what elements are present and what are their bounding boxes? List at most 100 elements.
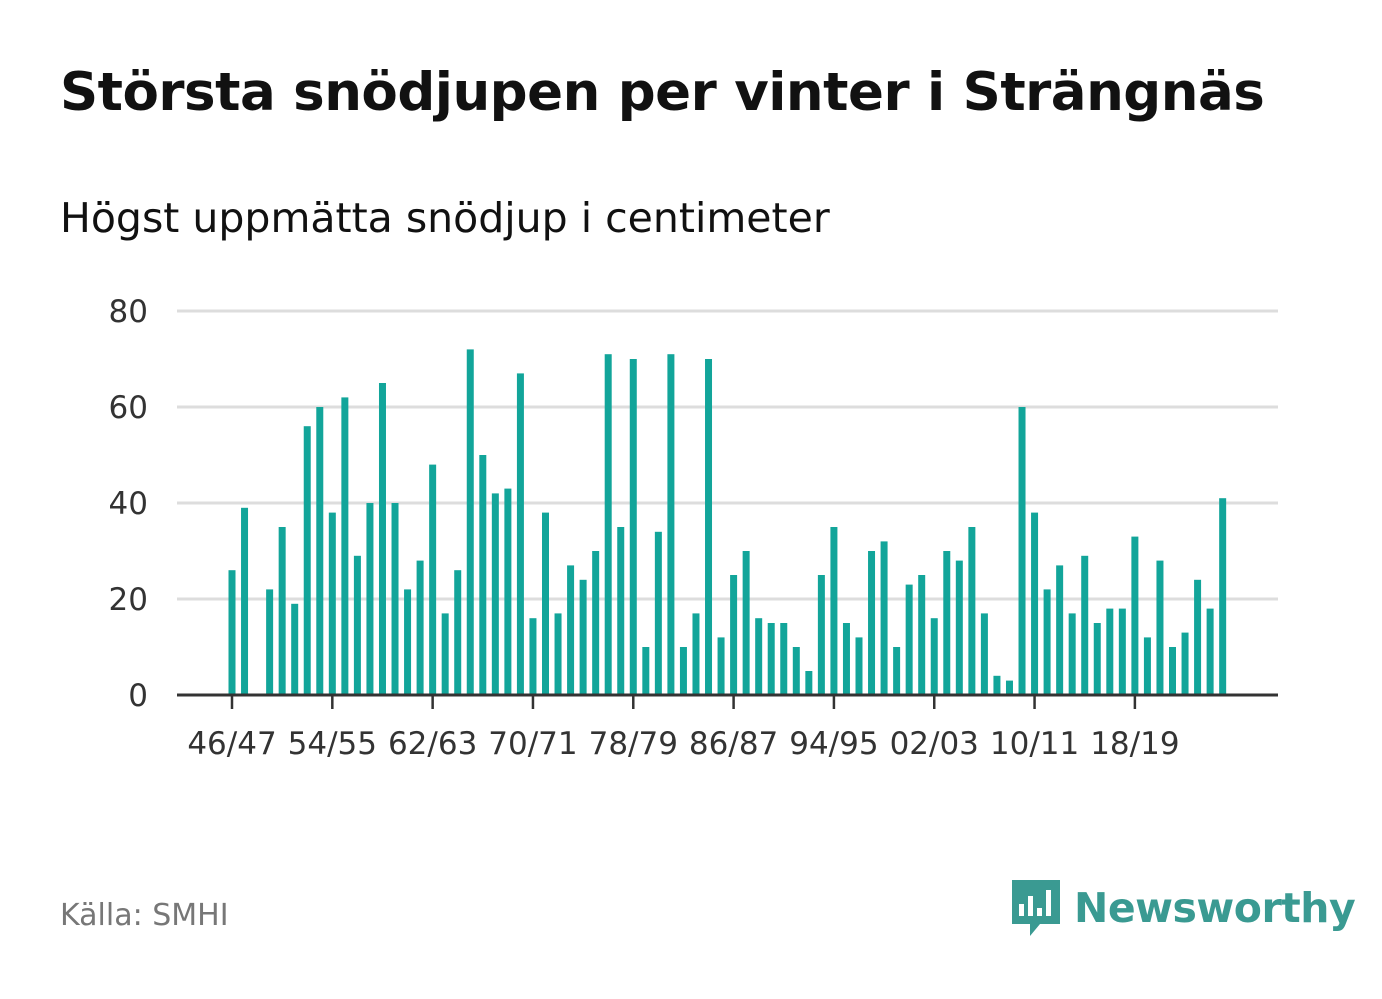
bar: [654, 531, 662, 695]
bar: [353, 555, 361, 695]
bar: [830, 527, 838, 695]
bar: [730, 575, 738, 695]
bar: [529, 618, 537, 695]
bar: [1219, 498, 1227, 695]
bar: [792, 647, 800, 695]
bar: [642, 647, 650, 695]
bar: [667, 354, 675, 695]
bar: [1169, 647, 1176, 695]
bar: [767, 623, 775, 695]
bar: [466, 349, 474, 695]
y-tick-label: 60: [109, 390, 148, 426]
bar: [679, 647, 687, 695]
y-tick-label: 0: [128, 678, 148, 714]
bar: [278, 527, 286, 695]
bar: [366, 503, 374, 695]
y-tick-label: 20: [109, 582, 148, 618]
x-tick-label: 10/11: [990, 726, 1079, 762]
bar: [692, 613, 700, 695]
x-tick-label: 46/47: [187, 726, 276, 762]
bar: [1081, 555, 1089, 695]
bar: [1118, 608, 1126, 695]
bar: [266, 589, 274, 695]
bar: [1194, 579, 1202, 695]
bar: [1056, 565, 1064, 695]
chart-subtitle: Högst uppmätta snödjup i centimeter: [60, 194, 830, 242]
bar: [943, 551, 951, 695]
bar: [542, 512, 549, 695]
bar: [291, 603, 299, 695]
bar: [893, 647, 901, 695]
bar: [980, 613, 988, 695]
chart-title: Största snödjupen per vinter i Strängnäs: [60, 62, 1265, 123]
bar: [241, 507, 249, 695]
bar: [905, 584, 913, 695]
bar: [1068, 613, 1076, 695]
y-axis-ticks: 0 20 40 60 80: [109, 294, 148, 714]
x-tick-label: 78/79: [589, 726, 678, 762]
x-tick-label: 18/19: [1090, 726, 1179, 762]
bar: [930, 618, 938, 695]
bar: [1156, 560, 1164, 695]
bar: [1043, 589, 1051, 695]
bar: [391, 503, 399, 695]
y-tick-label: 80: [109, 294, 148, 330]
bar: [855, 637, 863, 695]
bar: [780, 623, 788, 695]
bar: [341, 397, 349, 695]
bar: [516, 373, 524, 695]
bar: [491, 493, 499, 695]
bar: [592, 551, 600, 695]
x-tick-label: 54/55: [288, 726, 377, 762]
bar: [316, 407, 324, 695]
bar: [1206, 608, 1214, 695]
bar: [504, 488, 512, 695]
bar: [1181, 632, 1189, 695]
bar: [479, 455, 487, 695]
bar: [705, 359, 713, 695]
bar: [1143, 637, 1151, 695]
bar: [817, 575, 825, 695]
brand-logo: Newsworthy: [1010, 878, 1356, 938]
bar: [993, 675, 1001, 695]
bar: [1031, 512, 1039, 695]
newsworthy-logo-icon: [1012, 880, 1060, 936]
bars: [228, 349, 1227, 695]
bar: [842, 623, 850, 695]
bar: [454, 570, 462, 695]
x-tick-label: 70/71: [488, 726, 577, 762]
bar: [955, 560, 963, 695]
bar: [378, 383, 386, 695]
bar: [228, 570, 236, 695]
bar: [742, 551, 750, 695]
brand-name: Newsworthy: [1074, 884, 1356, 932]
x-axis: 46/47 54/55 62/63 70/71 78/79 86/87 94/95 02/03…: [177, 693, 1278, 762]
x-tick-label: 02/03: [890, 726, 979, 762]
bar: [629, 359, 637, 695]
bar: [303, 426, 311, 695]
bar: [567, 565, 575, 695]
x-tick-label: 94/95: [789, 726, 878, 762]
bar: [617, 527, 625, 695]
bar: [805, 671, 813, 695]
bar: [880, 541, 888, 695]
bar: [416, 560, 424, 695]
bar: [717, 637, 725, 695]
bar: [918, 575, 926, 695]
bar: [755, 618, 763, 695]
x-tick-label: 62/63: [388, 726, 477, 762]
bar: [554, 613, 562, 695]
source-note: Källa: SMHI: [60, 898, 229, 933]
bar: [579, 579, 587, 695]
bar: [1018, 407, 1026, 695]
bar: [868, 551, 876, 695]
bar: [404, 589, 412, 695]
bar: [604, 354, 612, 695]
y-tick-label: 40: [109, 486, 148, 522]
bar: [1005, 680, 1013, 695]
bar: [1106, 608, 1114, 695]
bar: [1093, 623, 1101, 695]
x-tick-label: 86/87: [689, 726, 778, 762]
bar: [968, 527, 976, 695]
